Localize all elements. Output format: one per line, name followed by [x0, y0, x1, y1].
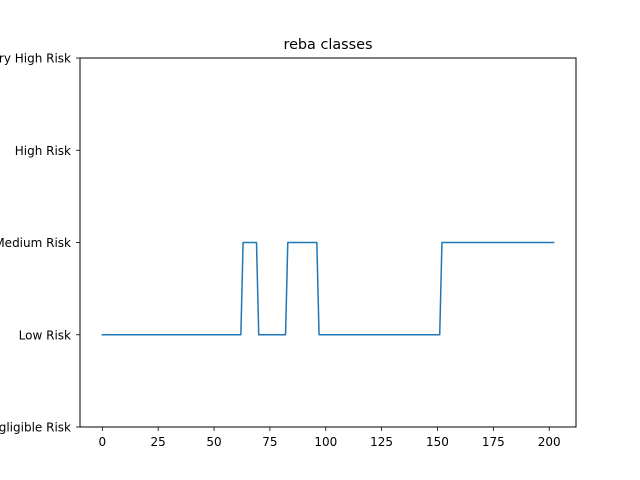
y-tick-label: High Risk — [15, 144, 71, 158]
series-layer — [101, 241, 555, 336]
chart-title: reba classes — [283, 37, 372, 53]
x-tick-label: 100 — [314, 435, 337, 449]
x-tick-label: 50 — [206, 435, 221, 449]
x-tick-label: 150 — [426, 435, 449, 449]
x-tick-label: 175 — [482, 435, 505, 449]
series-line-0 — [101, 241, 555, 336]
x-tick-label: 75 — [262, 435, 277, 449]
y-axis: Negligible Risk Low Risk Medium Risk High R… — [0, 52, 80, 435]
y-tick-label: Low Risk — [19, 328, 71, 342]
y-tick-label: Very High Risk — [0, 52, 71, 66]
x-tick-label: 200 — [538, 435, 561, 449]
y-tick-label: Medium Risk — [0, 236, 71, 250]
y-tick-label: Negligible Risk — [0, 421, 71, 435]
x-tick-label: 125 — [370, 435, 393, 449]
x-axis: 0 25 50 75 100 125 150 175 200 — [99, 427, 561, 449]
x-tick-label: 0 — [99, 435, 107, 449]
x-tick-label: 25 — [151, 435, 166, 449]
